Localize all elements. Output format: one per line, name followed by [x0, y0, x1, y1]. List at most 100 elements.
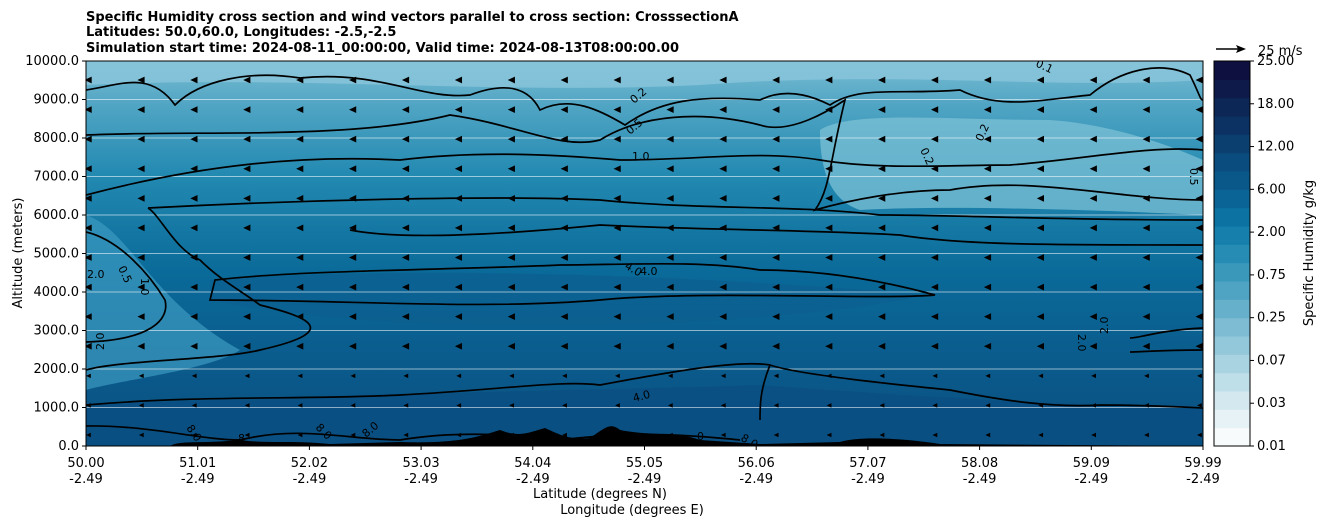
- y-tick-label: 10000.0: [25, 54, 79, 69]
- wind-vector: [86, 342, 92, 350]
- wind-vector: [878, 313, 886, 321]
- wind-vector: [666, 194, 674, 202]
- wind-vector: [826, 403, 832, 408]
- wind-vector: [454, 165, 463, 173]
- wind-vector: [772, 254, 780, 261]
- wind-vector: [666, 224, 674, 232]
- wind-vector: [190, 135, 198, 143]
- colorbar-band: [1214, 391, 1250, 410]
- wind-vector: [507, 342, 515, 350]
- wind-vector: [773, 373, 779, 379]
- wind-vector: [243, 224, 251, 232]
- wind-vector: [1089, 283, 1097, 291]
- y-tick-label: 2000.0: [34, 362, 80, 377]
- wind-vector: [1091, 373, 1096, 379]
- wind-vector: [349, 283, 357, 291]
- colorbar-band: [1214, 427, 1250, 447]
- wind-vector: [613, 254, 621, 261]
- colorbar-band: [1214, 207, 1250, 227]
- wind-vector: [1195, 342, 1203, 350]
- chart-title-line-1: Specific Humidity cross section and wind…: [86, 10, 739, 25]
- wind-vector: [190, 194, 198, 202]
- wind-vector: [1089, 106, 1097, 113]
- wind-vector: [613, 283, 621, 291]
- wind-vector: [772, 165, 780, 173]
- wind-vector: [507, 313, 515, 321]
- wind-vector: [401, 224, 410, 232]
- wind-vector: [1195, 76, 1203, 84]
- colorbar-band: [1214, 97, 1250, 117]
- wind-reference-arrowhead: [1236, 45, 1246, 53]
- wind-vector: [454, 283, 463, 291]
- colorbar-band: [1214, 262, 1250, 282]
- wind-vector: [560, 313, 568, 321]
- plot-area: 0.1 0.2 0.5 1.0 0.2 0.2 0.5 4.0 4.0 2.0 …: [86, 61, 1203, 446]
- wind-vector: [86, 403, 91, 408]
- wind-vector: [86, 106, 92, 113]
- x-tick-label-lon: -2.49: [739, 472, 773, 487]
- wind-vector: [613, 342, 621, 350]
- x-axis-label-lon: Longitude (degrees E): [560, 503, 704, 518]
- wind-vector: [296, 254, 304, 261]
- wind-vector: [190, 106, 198, 113]
- wind-vector: [1089, 76, 1097, 84]
- colorbar-ticks: 0.01 0.03 0.07 0.25 0.75 2.00 6.00 12.00 18.00 25…: [1250, 54, 1294, 454]
- wind-vector: [191, 373, 197, 379]
- wind-vector: [560, 254, 568, 261]
- wind-vector: [137, 106, 145, 113]
- wind-vector: [1195, 283, 1203, 291]
- wind-vector: [1036, 194, 1044, 202]
- wind-vector: [138, 403, 144, 408]
- wind-vector: [772, 342, 780, 350]
- x-tick-label-lat: 59.99: [1184, 456, 1221, 471]
- wind-vector: [1142, 106, 1150, 113]
- wind-vector: [667, 432, 673, 438]
- wind-vector: [613, 106, 621, 113]
- wind-vector: [666, 342, 674, 350]
- wind-vector: [1142, 254, 1150, 261]
- wind-vector: [401, 313, 410, 321]
- wind-vector: [666, 76, 674, 84]
- wind-vector: [454, 342, 463, 350]
- wind-vector: [1195, 135, 1203, 143]
- wind-vector: [825, 106, 833, 113]
- wind-vector: [1036, 224, 1044, 232]
- wind-vector: [403, 432, 409, 438]
- wind-vector: [137, 283, 145, 291]
- wind-vector: [403, 403, 409, 408]
- wind-vector: [1089, 165, 1097, 173]
- colorbar-tick-label: 25.00: [1257, 54, 1294, 69]
- wind-vector: [879, 373, 885, 379]
- wind-vector: [825, 313, 833, 321]
- wind-vector: [1144, 373, 1149, 379]
- colorbar-band: [1214, 299, 1250, 319]
- wind-vector: [930, 342, 939, 350]
- wind-vector: [1195, 194, 1203, 202]
- x-tick-label-lon: -2.49: [963, 472, 997, 487]
- wind-vector: [243, 342, 251, 350]
- wind-vector: [454, 135, 463, 143]
- contour-label: 4.0: [631, 388, 651, 405]
- wind-vector: [772, 224, 780, 232]
- wind-vector: [1142, 342, 1150, 350]
- wind-vector: [243, 194, 251, 202]
- wind-vector: [983, 342, 992, 350]
- wind-vector: [349, 135, 357, 143]
- x-tick-label-lon: -2.49: [1186, 472, 1220, 487]
- colorbar-band: [1214, 281, 1250, 300]
- wind-vector: [296, 135, 304, 143]
- colorbar-band: [1214, 79, 1250, 99]
- wind-vector: [985, 403, 991, 408]
- wind-vector: [772, 313, 780, 321]
- wind-vector: [349, 165, 357, 173]
- x-tick-label-lat: 56.06: [738, 456, 775, 471]
- wind-vector: [349, 224, 357, 232]
- wind-vector: [825, 165, 833, 173]
- x-tick-label-lat: 55.05: [626, 456, 663, 471]
- humidity-band-top: [86, 61, 1203, 88]
- colorbar-tick-label: 0.01: [1257, 439, 1286, 454]
- wind-vector: [507, 194, 515, 202]
- wind-vector: [350, 403, 356, 408]
- y-tick-label: 1000.0: [34, 401, 80, 416]
- wind-vector: [1142, 135, 1150, 143]
